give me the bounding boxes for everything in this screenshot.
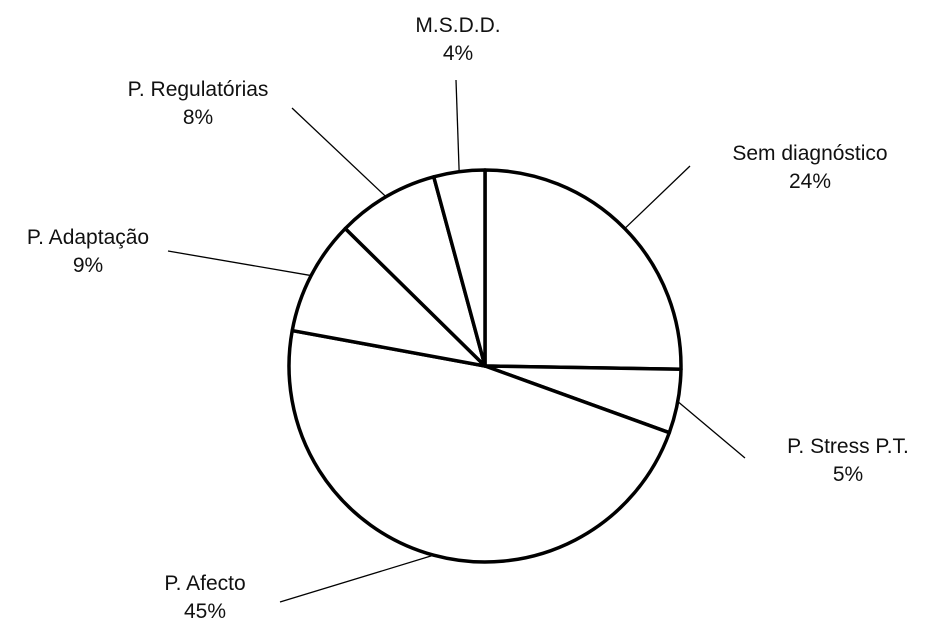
slice-label-p-adaptacao: P. Adaptação <box>27 226 149 249</box>
leader-line-p-adaptacao <box>167 250 312 277</box>
pie-slice-p-adaptacao <box>290 226 487 368</box>
pie-slice-p-regulatorias <box>343 175 487 368</box>
slice-label-p-stress-p-t: P. Stress P.T. <box>787 435 909 458</box>
leader-line-p-afecto <box>279 554 434 603</box>
slice-value-m-s-d-d: 4% <box>443 42 473 65</box>
slice-value-p-adaptacao: 9% <box>73 254 103 277</box>
slice-value-p-regulatorias: 8% <box>183 106 213 129</box>
slice-labels: Sem diagnóstico 24% P. Stress P.T. 5% P. Afe… <box>27 14 909 623</box>
pie-slice-p-afecto <box>287 328 672 564</box>
leader-line-sem-diagnostico <box>624 165 691 230</box>
pie-slice-sem-diagnostico <box>483 168 683 371</box>
slice-value-p-afecto: 45% <box>184 600 226 623</box>
pie-slice-m-s-d-d <box>432 168 487 368</box>
leader-line-m-s-d-d <box>455 79 460 172</box>
slice-value-sem-diagnostico: 24% <box>789 170 831 193</box>
slice-label-sem-diagnostico: Sem diagnóstico <box>732 142 887 165</box>
slice-value-p-stress-p-t: 5% <box>833 463 863 486</box>
leader-line-p-regulatorias <box>291 107 387 198</box>
leader-lines <box>167 79 746 603</box>
slice-label-m-s-d-d: M.S.D.D. <box>415 14 500 37</box>
slice-label-p-afecto: P. Afecto <box>164 572 245 595</box>
pie-slices <box>287 168 683 564</box>
leader-line-p-stress-p-t <box>677 400 746 459</box>
slice-label-p-regulatorias: P. Regulatórias <box>128 78 269 101</box>
